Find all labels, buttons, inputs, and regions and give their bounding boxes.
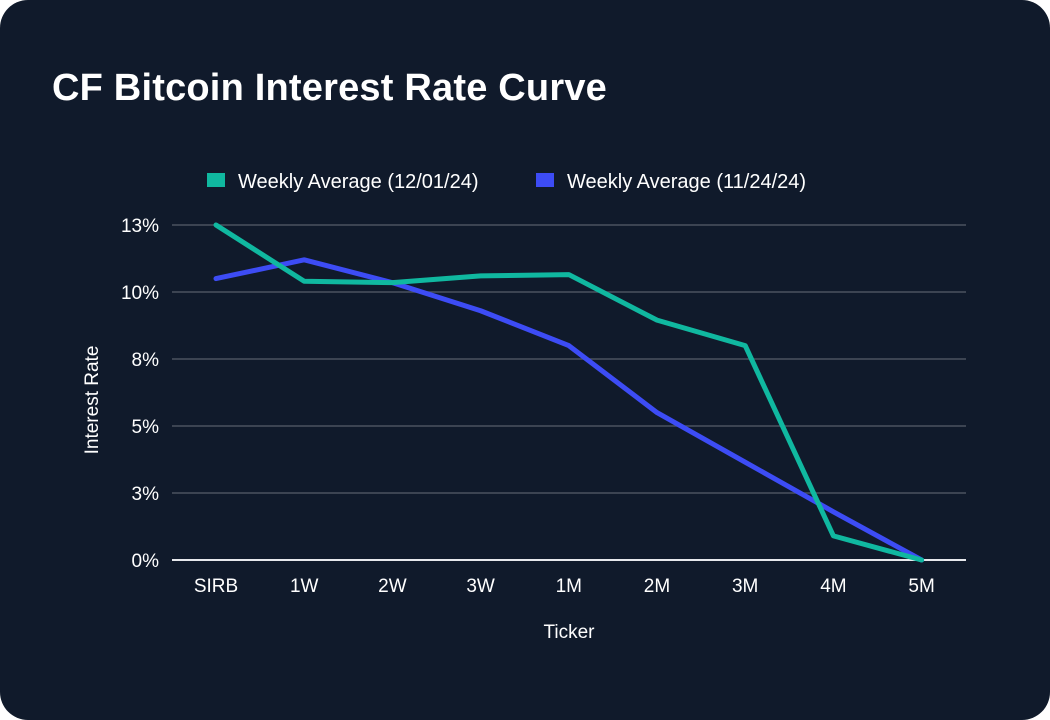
x-tick-label: 4M [820,576,846,597]
y-tick-label: 3% [132,484,160,505]
x-tick-label: 5M [908,576,934,597]
y-axis-label: Interest Rate [82,346,103,455]
legend-label: Weekly Average (11/24/24) [567,171,806,193]
y-tick-label: 5% [132,417,160,438]
y-tick-label: 8% [132,350,160,371]
series-line [213,222,925,563]
series-line [213,257,925,563]
x-tick-label: 1W [290,576,319,597]
chart-title: CF Bitcoin Interest Rate Curve [52,67,607,109]
x-axis-label: Ticker [543,622,595,643]
legend-label: Weekly Average (12/01/24) [238,171,479,193]
series-lines [213,222,925,563]
legend-swatch [207,173,225,187]
x-tick-label: 3W [466,576,495,597]
y-axis-ticks: 0% 3% 5% 8% 10% 13% [121,216,159,572]
x-tick-label: 1M [556,576,582,597]
x-tick-label: 2W [378,576,407,597]
legend-swatch [536,173,554,187]
y-tick-label: 0% [132,551,160,572]
legend: Weekly Average (12/01/24) Weekly Average … [207,171,806,193]
x-tick-label: 3M [732,576,758,597]
y-tick-label: 10% [121,283,159,304]
gridlines [172,224,966,561]
x-tick-label: 2M [644,576,670,597]
y-tick-label: 13% [121,216,159,237]
x-axis-ticks: SIRB 1W 2W 3W 1M 2M 3M 4M 5M [194,576,935,597]
x-tick-label: SIRB [194,576,238,597]
